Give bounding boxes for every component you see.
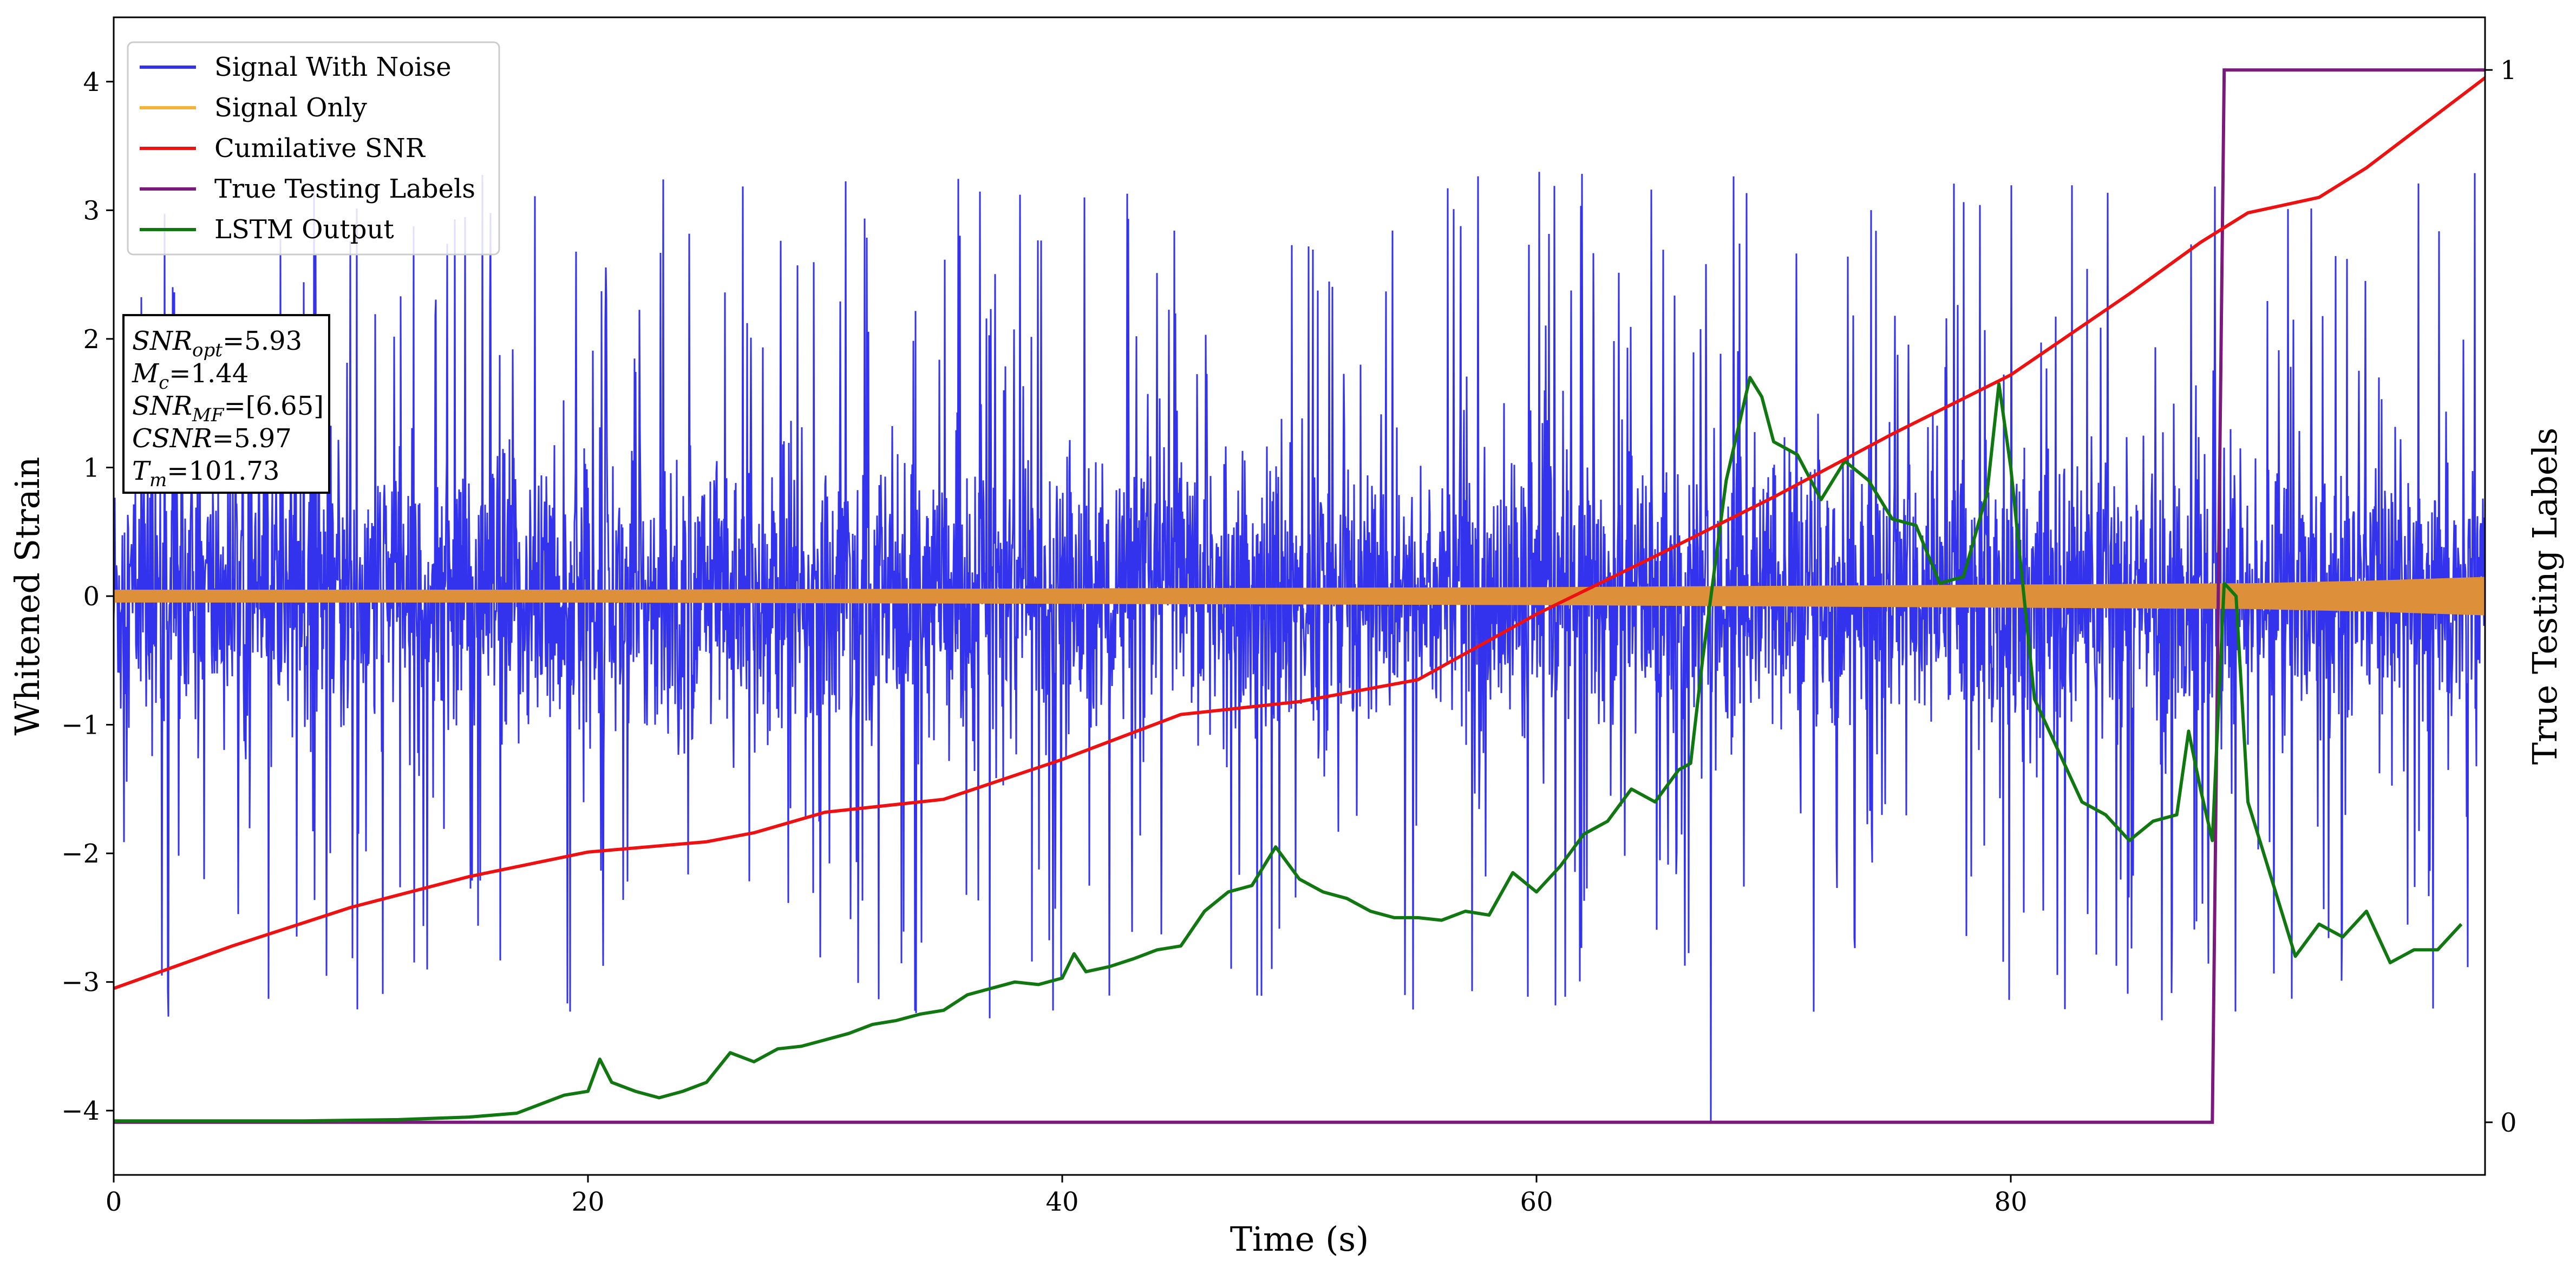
y-tick-label: 3 xyxy=(83,195,100,226)
y-tick-label: −3 xyxy=(61,968,100,998)
x-tick-label: 0 xyxy=(106,1187,122,1217)
y-tick-label: −1 xyxy=(61,710,100,741)
x-tick-label: 60 xyxy=(1520,1187,1553,1217)
y-tick-label: −4 xyxy=(61,1096,100,1126)
annotation-line: Tm=101.73 xyxy=(132,456,279,491)
annotation-line: SNRopt=5.93 xyxy=(132,326,302,361)
series-lstm-output-line xyxy=(114,376,2463,1123)
y2-axis-title: True Testing Labels xyxy=(2525,428,2565,765)
series-signal-with-noise-line xyxy=(114,172,2485,1124)
y-tick-label: 4 xyxy=(83,67,100,97)
y-tick-label: 1 xyxy=(83,453,100,483)
series-true-testing-labels-line xyxy=(114,68,2485,1124)
legend-label: Cumilative SNR xyxy=(214,133,426,164)
y-axis-right: 01 xyxy=(2485,55,2517,1138)
y-axis-title: Whitened Strain xyxy=(8,457,47,736)
legend: Signal With Noise Signal Only Cumilative S… xyxy=(127,41,500,256)
legend-box xyxy=(127,41,500,256)
legend-label: LSTM Output xyxy=(214,214,394,245)
legend-label: Signal Only xyxy=(214,93,367,123)
annotation-box xyxy=(122,314,330,494)
y-tick-label: 0 xyxy=(83,582,100,612)
legend-label: True Testing Labels xyxy=(214,174,475,204)
annotation-line: Mc=1.44 xyxy=(132,358,249,394)
y-tick-label: −2 xyxy=(61,839,100,869)
y2-tick-label: 0 xyxy=(2500,1108,2517,1138)
y2-tick-label: 1 xyxy=(2500,55,2517,86)
legend-label: Signal With Noise xyxy=(214,52,452,82)
series-cumilative-snr-line xyxy=(114,76,2485,990)
x-axis-title: Time (s) xyxy=(1230,1219,1369,1259)
x-tick-label: 80 xyxy=(1994,1187,2027,1217)
annotation-line: CSNR=5.97 xyxy=(132,423,292,454)
y-axis-left: −4 −3 −2 −1 0 1 2 3 4 xyxy=(61,67,114,1126)
annotation-line: SNRMF=[6.65] xyxy=(132,391,324,426)
parameters-annotation: SNRopt=5.93Mc=1.44SNRMF=[6.65]CSNR=5.97T… xyxy=(122,314,330,494)
x-tick-label: 40 xyxy=(1045,1187,1078,1217)
x-axis: 0 20 40 60 80 xyxy=(106,1175,2028,1217)
y-tick-label: 2 xyxy=(83,324,100,355)
x-tick-label: 20 xyxy=(571,1187,604,1217)
series-signal-only-band xyxy=(114,577,2485,616)
